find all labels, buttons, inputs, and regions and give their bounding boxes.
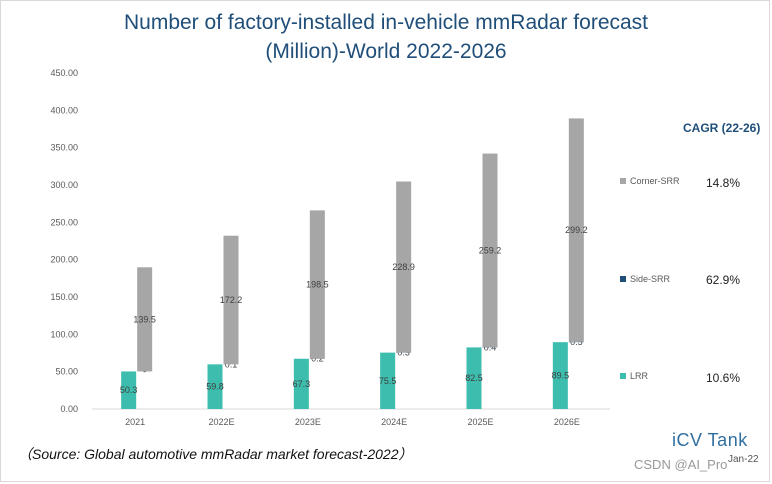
cagr-title: CAGR (22-26) — [683, 121, 761, 135]
y-tick-label: 150.00 — [50, 292, 78, 302]
x-tick-label: 2024E — [381, 417, 407, 427]
data-label-corner-srr: 228.9 — [392, 262, 415, 272]
legend-corner-srr: Corner-SRR — [620, 176, 680, 186]
bar-lrr — [293, 358, 309, 409]
data-label-corner-srr: 139.5 — [133, 314, 156, 324]
data-label-side-srr: 0.1 — [225, 359, 238, 369]
y-tick-label: 200.00 — [50, 255, 78, 265]
cagr-value-corner-srr: 14.8% — [706, 176, 741, 190]
legend-side-srr: Side-SRR — [620, 274, 670, 284]
x-tick-label: 2023E — [295, 417, 321, 427]
bar-corner-srr — [568, 118, 584, 342]
data-label-lrr: 75.5 — [379, 376, 397, 386]
y-tick-label: 450.00 — [50, 68, 78, 78]
bar-lrr — [207, 364, 223, 409]
data-label-side-srr: 0.4 — [484, 342, 497, 352]
source-note: （Source: Global automotive mmRadar marke… — [18, 446, 413, 462]
y-tick-label: 0.00 — [60, 404, 78, 414]
bar-corner-srr — [223, 235, 239, 365]
data-label-corner-srr: 198.5 — [306, 279, 329, 289]
y-tick-label: 100.00 — [50, 329, 78, 339]
title-line-1: Number of factory-installed in-vehicle m… — [123, 11, 649, 34]
brand-date: Jan-22 — [728, 454, 759, 465]
bar-lrr — [121, 371, 137, 409]
data-label-lrr: 50.3 — [120, 385, 138, 395]
legend-swatch-lrr — [620, 373, 626, 379]
data-label-side-srr: 0.5 — [570, 337, 583, 347]
bar-lrr — [380, 352, 396, 409]
legend-swatch-side-srr — [620, 276, 626, 282]
brand-logo-text: iCV Tank — [672, 430, 748, 450]
legend-label-lrr: LRR — [630, 371, 649, 381]
bar-corner-srr — [309, 210, 325, 359]
cagr-value-lrr: 10.6% — [706, 371, 741, 385]
x-tick-label: 2021 — [125, 417, 145, 427]
y-tick-label: 50.00 — [55, 367, 78, 377]
data-label-lrr: 67.3 — [293, 379, 311, 389]
bar-corner-srr — [396, 181, 412, 353]
data-label-lrr: 82.5 — [465, 373, 483, 383]
x-tick-label: 2025E — [467, 417, 493, 427]
legend-lrr: LRR — [620, 371, 648, 381]
legend-label-corner-srr: Corner-SRR — [630, 176, 680, 186]
y-tick-label: 250.00 — [50, 217, 78, 227]
y-tick-label: 400.00 — [50, 105, 78, 115]
data-label-corner-srr: 172.2 — [220, 295, 243, 305]
cagr-value-side-srr: 62.9% — [706, 273, 741, 287]
data-label-corner-srr: 259.2 — [479, 245, 502, 255]
legend-label-side-srr: Side-SRR — [630, 274, 671, 284]
data-label-corner-srr: 299.2 — [565, 225, 588, 235]
bar-lrr — [552, 342, 568, 409]
x-tick-label: 2022E — [208, 417, 234, 427]
data-label-lrr: 89.5 — [552, 371, 570, 381]
data-label-lrr: 59.8 — [206, 382, 224, 392]
bar-corner-srr — [482, 153, 498, 348]
data-label-side-srr: 0.3 — [397, 348, 410, 358]
y-tick-label: 300.00 — [50, 180, 78, 190]
watermark: CSDN @AI_Pro — [634, 457, 728, 472]
bar-lrr — [466, 347, 482, 409]
data-label-side-srr: 0.2 — [311, 354, 324, 364]
title-line-2: (Million)-World 2022-2026 — [265, 40, 507, 63]
bar-corner-srr — [137, 267, 153, 372]
legend-swatch-corner-srr — [620, 178, 626, 184]
x-tick-label: 2026E — [554, 417, 580, 427]
y-tick-label: 350.00 — [50, 143, 78, 153]
chart-title: Number of factory-installed in-vehicle m… — [0, 8, 772, 66]
